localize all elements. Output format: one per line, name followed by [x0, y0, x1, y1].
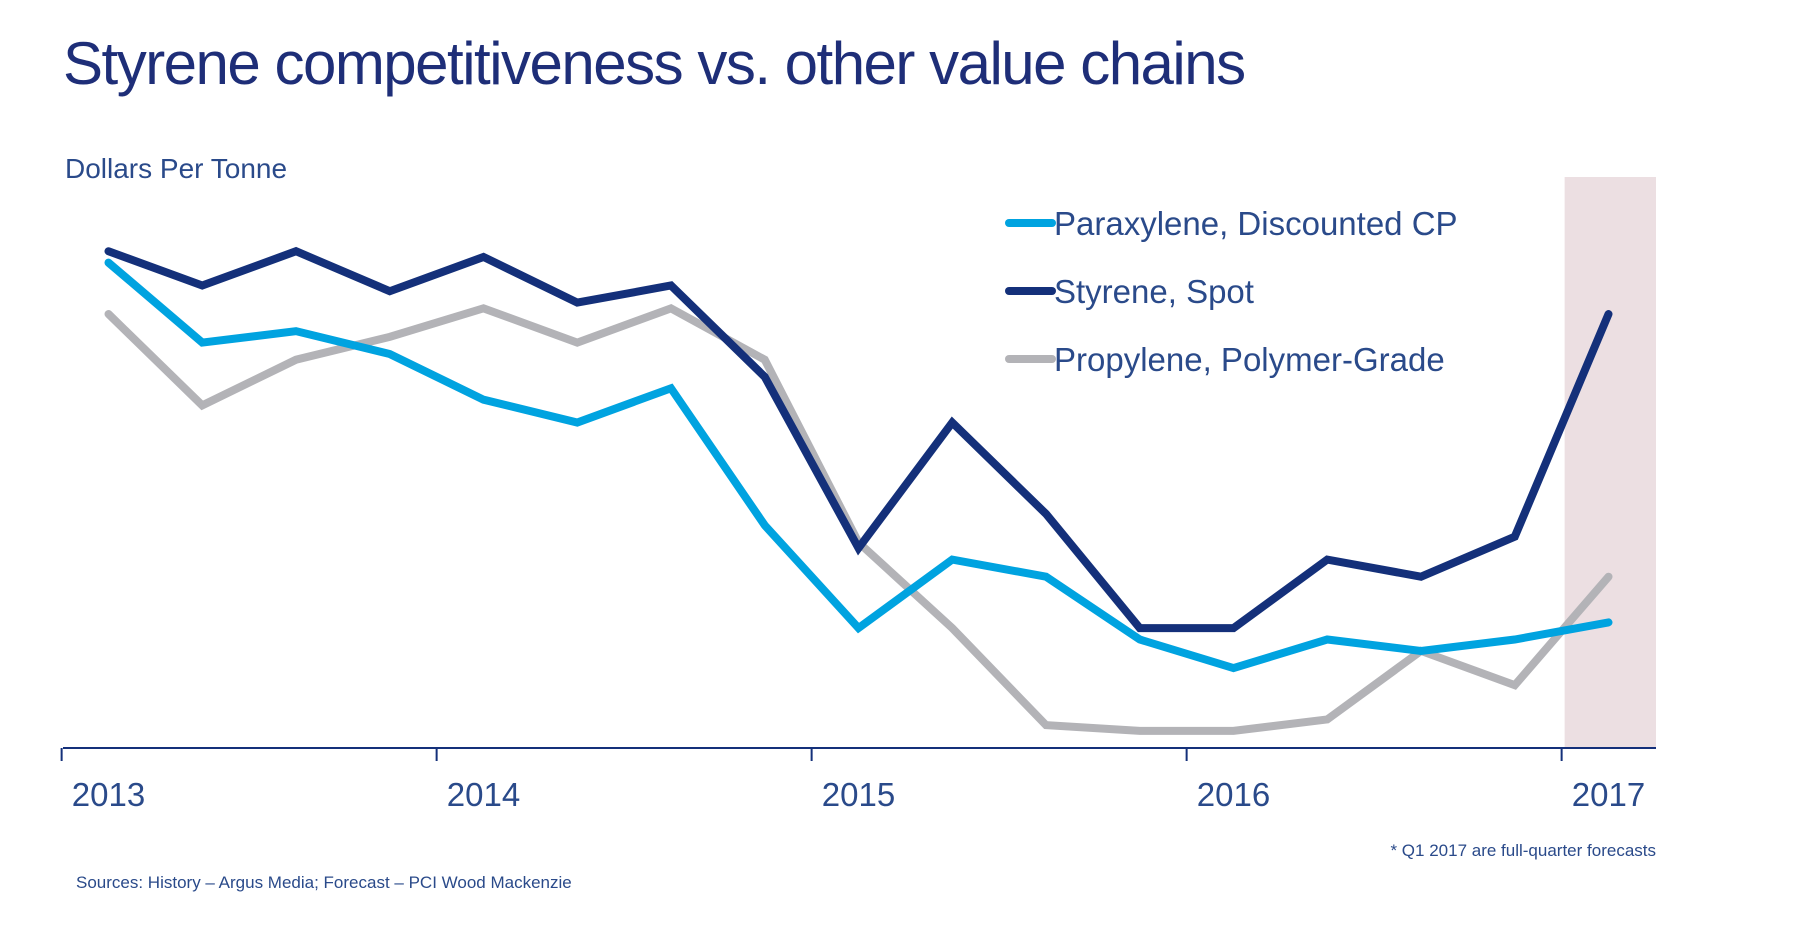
series-line-styrene	[104, 246, 1613, 633]
legend: Paraxylene, Discounted CP Styrene, Spot …	[1005, 205, 1458, 378]
x-axis-ticks	[60, 748, 1563, 761]
x-tick-label: 2014	[447, 776, 520, 813]
x-tick-label: 2017	[1572, 776, 1645, 813]
x-tick-label: 2016	[1197, 776, 1270, 813]
chart-title: Styrene competitiveness vs. other value …	[63, 30, 1245, 97]
legend-label: Styrene, Spot	[1054, 273, 1254, 310]
legend-item-paraxylene: Paraxylene, Discounted CP	[1005, 205, 1458, 242]
forecast-region	[1564, 177, 1656, 748]
x-tick-label: 2013	[72, 776, 145, 813]
legend-label: Propylene, Polymer-Grade	[1054, 341, 1445, 378]
x-tick-label: 2015	[822, 776, 895, 813]
footnote: * Q1 2017 are full-quarter forecasts	[1390, 841, 1656, 860]
series-layer	[104, 246, 1613, 735]
legend-label: Paraxylene, Discounted CP	[1054, 205, 1458, 242]
series-line-paraxylene	[104, 258, 1613, 673]
x-axis-tick-labels: 2013 2014 2015 2016 2017	[72, 776, 1645, 813]
y-axis-label: Dollars Per Tonne	[65, 153, 287, 184]
source-note: Sources: History – Argus Media; Forecast…	[76, 873, 572, 892]
legend-item-propylene: Propylene, Polymer-Grade	[1005, 341, 1445, 378]
legend-item-styrene: Styrene, Spot	[1005, 273, 1254, 310]
